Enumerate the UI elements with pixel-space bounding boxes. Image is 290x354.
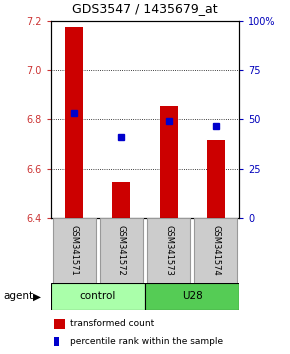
Text: GSM341573: GSM341573 — [164, 225, 173, 276]
Bar — [100, 218, 143, 282]
Text: control: control — [80, 291, 116, 302]
Text: GSM341571: GSM341571 — [70, 225, 79, 276]
Bar — [65, 27, 83, 218]
Text: GSM341574: GSM341574 — [211, 225, 220, 276]
Bar — [145, 283, 239, 310]
Text: ▶: ▶ — [33, 291, 41, 302]
Text: GSM341572: GSM341572 — [117, 225, 126, 276]
Bar — [147, 218, 190, 282]
Text: agent: agent — [3, 291, 33, 302]
Text: U28: U28 — [182, 291, 202, 302]
Bar — [160, 106, 177, 218]
Bar — [53, 218, 95, 282]
Bar — [113, 182, 130, 218]
Bar — [51, 283, 145, 310]
Bar — [207, 140, 225, 218]
Text: GDS3547 / 1435679_at: GDS3547 / 1435679_at — [72, 2, 218, 15]
Text: percentile rank within the sample: percentile rank within the sample — [70, 337, 223, 346]
Text: transformed count: transformed count — [70, 319, 154, 329]
Bar — [195, 218, 237, 282]
